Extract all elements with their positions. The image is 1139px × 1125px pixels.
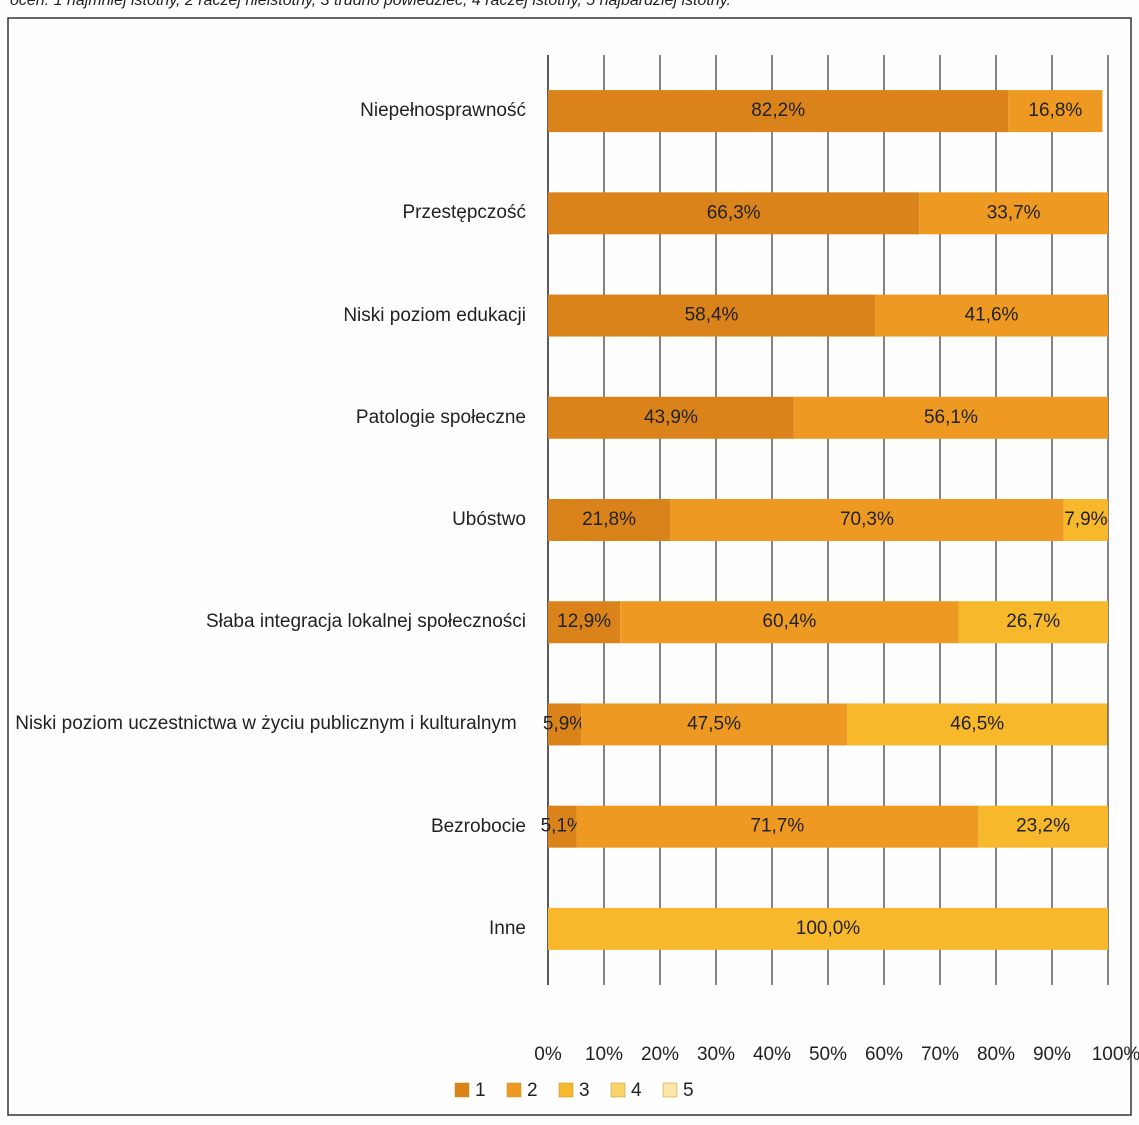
value-label: 71,7%	[750, 816, 804, 837]
bar-segment	[576, 805, 979, 848]
legend-label: 5	[683, 1080, 694, 1101]
bar-segment	[919, 192, 1108, 235]
legend-label: 2	[527, 1080, 538, 1101]
legend-label: 1	[475, 1080, 486, 1101]
bar-segment	[620, 601, 959, 644]
category-label: Niepełnosprawność	[360, 100, 526, 122]
bar-segment	[548, 294, 876, 337]
x-tick-label: 80%	[977, 1044, 1015, 1065]
legend-swatch	[506, 1082, 522, 1098]
value-label: 82,2%	[751, 100, 805, 121]
bar-segment	[978, 805, 1108, 848]
value-label: 12,9%	[557, 611, 611, 632]
category-label: Słaba integracja lokalnej społeczności	[205, 611, 526, 633]
bar-segment	[847, 703, 1108, 746]
value-label: 16,8%	[1028, 100, 1082, 121]
bar-segment	[548, 90, 1009, 133]
value-label: 66,3%	[707, 202, 761, 223]
x-tick-label: 0%	[534, 1044, 562, 1065]
bar-segment	[581, 703, 848, 746]
bar-segment	[548, 907, 1108, 950]
bar-segment	[548, 192, 920, 235]
value-label: 5,1%	[541, 816, 584, 837]
category-label: Ubóstwo	[452, 509, 526, 530]
x-tick-label: 20%	[641, 1044, 679, 1065]
x-tick-label: 90%	[1033, 1044, 1071, 1065]
value-label: 43,9%	[644, 407, 698, 428]
legend-label: 3	[579, 1080, 590, 1101]
subtitle: ocen: 1 najmniej istotny, 2 raczej nieis…	[10, 0, 731, 9]
category-label: Bezrobocie	[430, 815, 526, 837]
x-tick-label: 30%	[697, 1044, 735, 1065]
bar-segment	[548, 805, 577, 848]
bar-segment	[1008, 90, 1103, 133]
category-label: Niski poziom uczestnictwa w życiu public…	[15, 713, 517, 735]
x-tick-label: 100%	[1092, 1044, 1139, 1065]
legend-swatch	[558, 1082, 574, 1098]
bar-segment	[548, 703, 582, 746]
x-tick-label: 50%	[809, 1044, 847, 1065]
category-label: Patologie społeczne	[355, 406, 526, 428]
x-tick-label: 40%	[753, 1044, 791, 1065]
bar-segment	[548, 396, 794, 439]
value-label: 58,4%	[685, 305, 739, 326]
category-label: Przestępczość	[402, 202, 526, 224]
value-label: 47,5%	[687, 713, 741, 734]
value-label: 23,2%	[1016, 816, 1070, 837]
legend-swatch	[454, 1082, 470, 1098]
value-label: 5,9%	[543, 713, 586, 734]
bar-segment	[1063, 499, 1108, 541]
bar-segment	[548, 499, 671, 541]
category-label: Inne	[489, 917, 526, 939]
x-tick-label: 10%	[585, 1044, 623, 1065]
value-label: 46,5%	[950, 713, 1004, 734]
x-tick-label: 60%	[865, 1044, 903, 1065]
value-label: 7,9%	[1064, 509, 1107, 530]
value-label: 100,0%	[796, 918, 861, 939]
legend-swatch	[662, 1082, 678, 1098]
value-label: 60,4%	[762, 611, 816, 632]
value-label: 41,6%	[965, 305, 1019, 326]
legend-swatch	[610, 1082, 626, 1098]
value-label: 56,1%	[924, 407, 978, 428]
value-label: 33,7%	[987, 202, 1041, 223]
value-label: 26,7%	[1006, 611, 1060, 632]
value-label: 21,8%	[582, 509, 636, 530]
legend-label: 4	[631, 1080, 642, 1101]
value-label: 70,3%	[840, 509, 894, 530]
bar-segment	[670, 499, 1064, 541]
bar-segment	[875, 294, 1108, 337]
bar-segment	[958, 601, 1108, 644]
x-tick-label: 70%	[921, 1044, 959, 1065]
chart-border	[7, 17, 1132, 1116]
bar-segment	[548, 601, 621, 644]
category-label: Niski poziom edukacji	[343, 304, 526, 326]
bar-segment	[793, 396, 1108, 439]
